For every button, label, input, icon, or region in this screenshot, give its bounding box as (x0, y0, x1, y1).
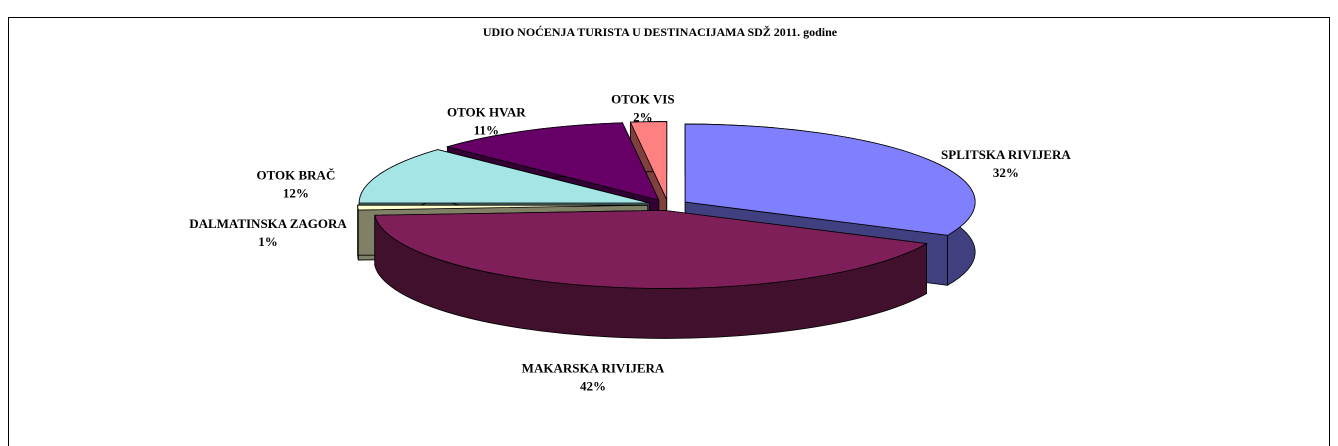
slice-value-label: 12% (283, 185, 309, 200)
slice-label: DALMATINSKA ZAGORA (189, 216, 347, 231)
slice-value-label: 42% (580, 379, 606, 394)
slice (684, 123, 976, 236)
slice-value-label: 32% (993, 165, 1019, 180)
slice-value-label: 1% (258, 234, 278, 249)
slice-value-label: 11% (474, 122, 499, 137)
slice (357, 204, 648, 211)
slice-label: OTOK HVAR (447, 104, 526, 119)
slice (445, 122, 660, 201)
slice-label: OTOK BRAČ (256, 167, 335, 182)
slice-label: SPLITSKA RIVIJERA (941, 147, 1071, 162)
chart-title: UDIO NOĆENJA TURISTA U DESTINACIJAMA SDŽ… (483, 25, 838, 39)
slice (358, 149, 650, 204)
slice-label: MAKARSKA RIVIJERA (522, 361, 665, 376)
slice (374, 209, 928, 289)
slice-side (357, 205, 359, 261)
slice (629, 121, 668, 200)
slice-label: OTOK VIS (611, 91, 674, 106)
slice-value-label: 2% (633, 109, 653, 124)
